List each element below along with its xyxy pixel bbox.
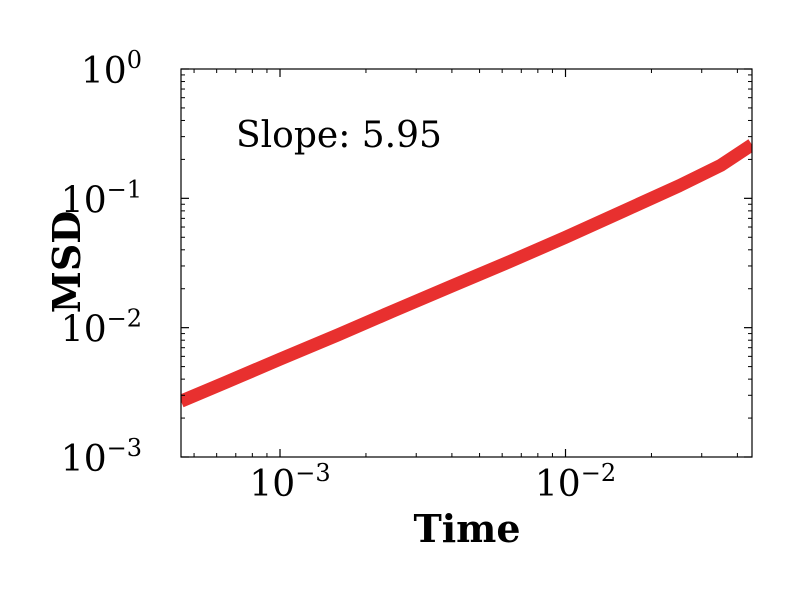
series-line-0 xyxy=(181,139,752,408)
plot-area: 10−3 10−2 10−3 10−2 10−1 100 xyxy=(61,46,753,505)
x-tick-label-0: 10−3 xyxy=(249,459,330,505)
y-axis-label: MSD xyxy=(44,211,89,313)
axes-frame xyxy=(180,68,753,458)
x-tick-label-1: 10−2 xyxy=(535,459,616,505)
y-tick-label-0: 10−3 xyxy=(61,434,142,480)
y-tick-label-1: 10−2 xyxy=(61,305,142,351)
x-axis-label: Time xyxy=(413,506,520,551)
slope-annotation: Slope: 5.95 xyxy=(236,115,442,156)
y-tick-label-3: 100 xyxy=(81,46,142,92)
y-tick-label-2: 10−1 xyxy=(61,175,142,221)
